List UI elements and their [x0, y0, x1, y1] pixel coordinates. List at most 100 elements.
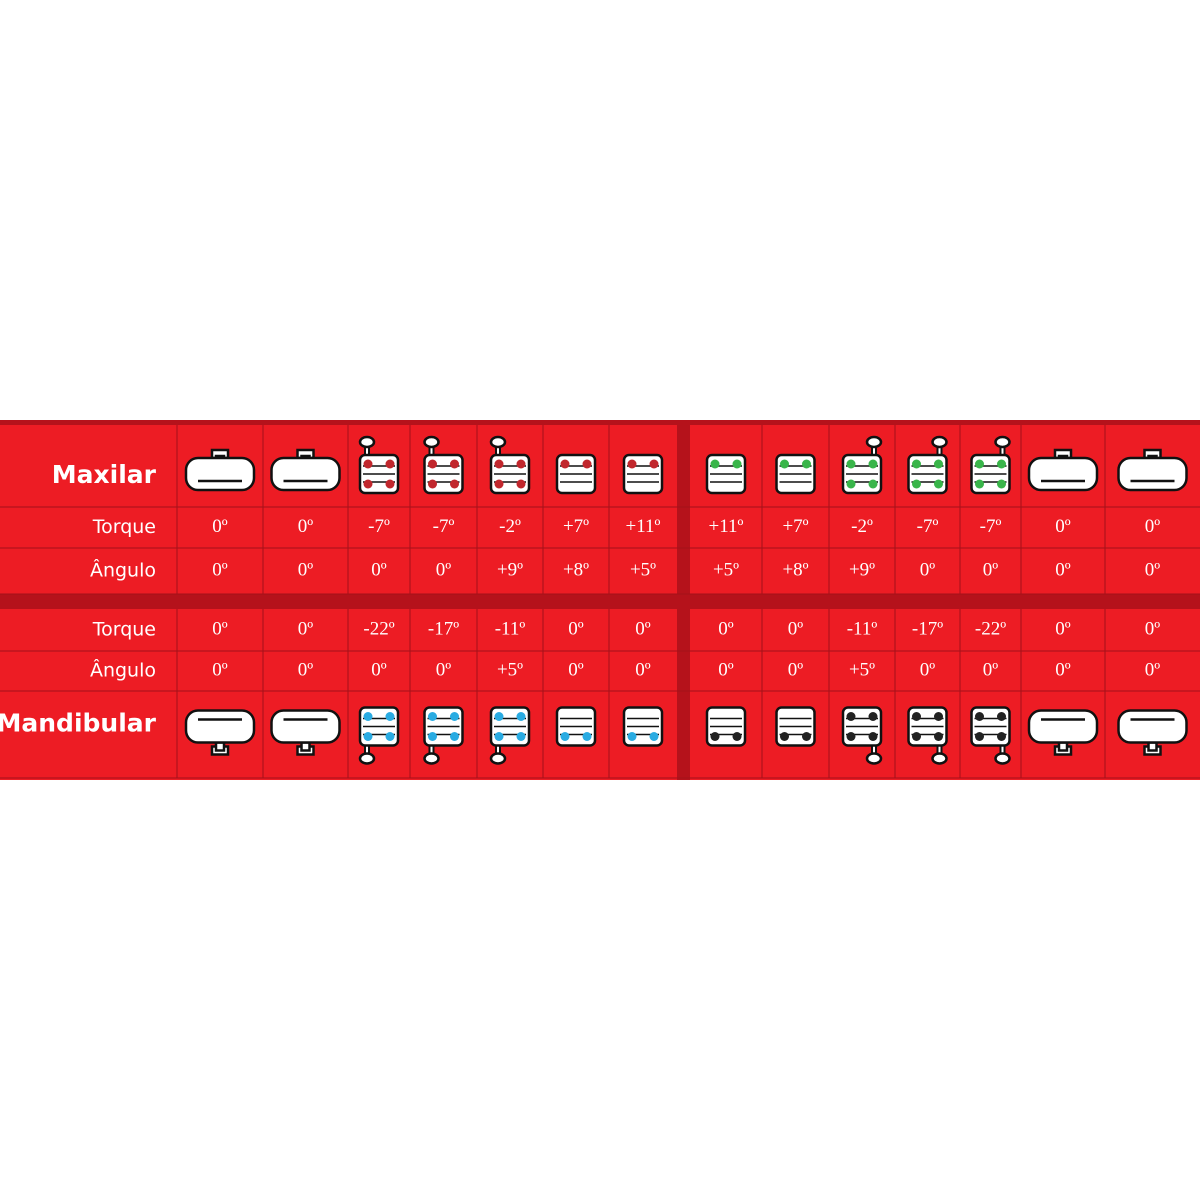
- icon-part: [994, 435, 1011, 449]
- cell-value: +11º: [626, 516, 661, 537]
- bracket-icon: [555, 706, 597, 747]
- cell-value: 0º: [298, 618, 314, 639]
- icon-part: [865, 752, 883, 765]
- icon-part: [184, 456, 256, 492]
- icon-dot: [516, 459, 526, 469]
- cell-value: 0º: [983, 659, 999, 680]
- bracket-icon: [622, 706, 664, 747]
- icon-dot: [450, 479, 459, 489]
- cell-value: +8º: [563, 559, 589, 580]
- icon-part: [358, 752, 376, 765]
- icon-part: [358, 435, 376, 449]
- row-label: Torque: [92, 619, 156, 641]
- bracket-icon: [358, 435, 400, 495]
- icon-part: [489, 752, 507, 765]
- icon-dot: [802, 732, 811, 741]
- cell-value: -7º: [917, 516, 939, 537]
- icon-dot: [494, 732, 504, 741]
- cell-value: 0º: [983, 559, 999, 580]
- icon-part: [931, 752, 948, 765]
- section-title: Maxilar: [52, 460, 157, 489]
- bracket-icon: [358, 706, 400, 765]
- cell-value: +8º: [782, 559, 808, 580]
- icon-dot: [363, 459, 373, 469]
- icon-dot: [975, 459, 984, 469]
- bracket-icon: [705, 453, 747, 495]
- bracket-icon: [1117, 709, 1188, 756]
- cell-value: -7º: [980, 516, 1002, 537]
- icon-dot: [385, 459, 395, 469]
- cell-value: +9º: [849, 559, 875, 580]
- cell-value: 0º: [1055, 659, 1071, 680]
- icon-part: [1117, 709, 1188, 744]
- icon-dot: [428, 712, 437, 721]
- cell-value: 0º: [635, 659, 651, 680]
- icon-dot: [385, 479, 395, 489]
- cell-value: +5º: [713, 559, 739, 580]
- icon-dot: [868, 479, 878, 489]
- cell-value: 0º: [568, 659, 584, 680]
- icon-dot: [934, 732, 943, 741]
- icon-dot: [494, 712, 504, 721]
- icon-dot: [494, 479, 504, 489]
- icon-part: [489, 435, 507, 449]
- icon-dot: [582, 732, 592, 741]
- icon-dot: [934, 712, 943, 721]
- bracket-icon: [1027, 448, 1099, 492]
- bracket-icon: [907, 706, 948, 765]
- cell-value: 0º: [718, 659, 734, 680]
- icon-part: [865, 435, 883, 449]
- cell-value: 0º: [920, 659, 936, 680]
- icon-dot: [846, 459, 856, 469]
- cell-value: -7º: [368, 516, 390, 537]
- icon-dot: [997, 459, 1006, 469]
- cell-value: 0º: [436, 659, 452, 680]
- icon-dot: [975, 712, 984, 721]
- row-label: Ângulo: [90, 659, 156, 682]
- cell-value: +5º: [630, 559, 656, 580]
- cell-value: +5º: [497, 659, 523, 680]
- icon-dot: [516, 712, 526, 721]
- cell-value: 0º: [212, 516, 228, 537]
- bracket-icon: [1027, 709, 1099, 756]
- icon-dot: [912, 479, 921, 489]
- bracket-icon: [555, 453, 597, 495]
- icon-dot: [450, 732, 459, 741]
- cell-value: -22º: [975, 618, 1006, 639]
- cell-value: -17º: [428, 618, 459, 639]
- icon-dot: [975, 732, 984, 741]
- cell-value: 0º: [718, 618, 734, 639]
- icon-dot: [997, 479, 1006, 489]
- icon-part: [1027, 456, 1099, 492]
- icon-dot: [912, 459, 921, 469]
- cell-value: -2º: [851, 516, 873, 537]
- bracket-icon: [489, 435, 531, 495]
- icon-dot: [560, 459, 570, 469]
- icon-dot: [868, 712, 878, 721]
- icon-dot: [363, 712, 373, 721]
- icon-dot: [934, 479, 943, 489]
- top-border: [0, 420, 1200, 425]
- bracket-icon: [184, 709, 256, 756]
- icon-dot: [710, 459, 720, 469]
- cell-value: 0º: [1055, 559, 1071, 580]
- icon-dot: [649, 459, 659, 469]
- icon-dot: [997, 712, 1006, 721]
- icon-dot: [560, 732, 570, 741]
- cell-value: 0º: [920, 559, 936, 580]
- cell-value: 0º: [1055, 618, 1071, 639]
- cell-value: +9º: [497, 559, 523, 580]
- icon-part: [423, 752, 440, 765]
- cell-value: +5º: [849, 659, 875, 680]
- icon-dot: [363, 732, 373, 741]
- cell-value: -22º: [363, 618, 394, 639]
- icon-dot: [780, 459, 789, 469]
- cell-value: 0º: [1145, 659, 1161, 680]
- icon-dot: [385, 732, 395, 741]
- icon-part: [270, 456, 341, 492]
- section-title: Mandibular: [0, 709, 157, 738]
- bracket-icon: [970, 435, 1011, 495]
- cell-value: 0º: [788, 618, 804, 639]
- icon-dot: [428, 479, 437, 489]
- cell-value: 0º: [1145, 559, 1161, 580]
